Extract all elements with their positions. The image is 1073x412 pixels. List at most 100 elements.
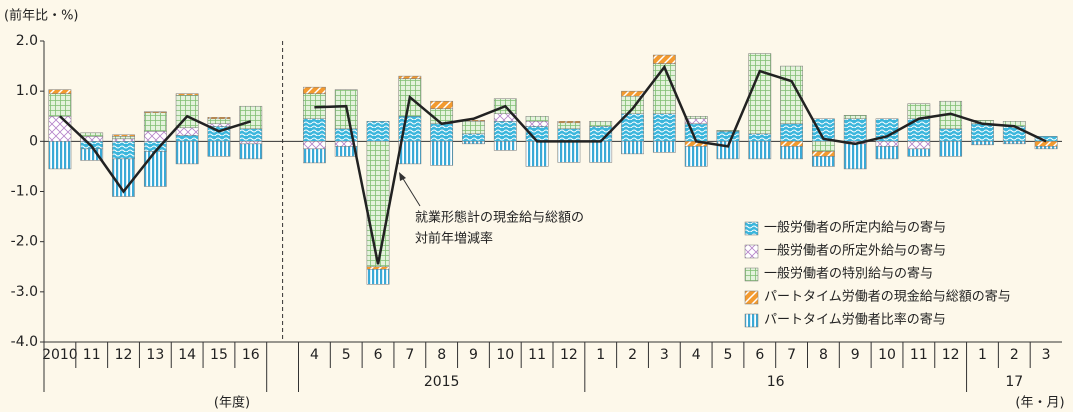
bar-segment (684, 116, 708, 120)
bar-segment (175, 93, 199, 96)
x-tick-label: 6 (374, 347, 383, 363)
x-tick-label: 12 (115, 347, 133, 363)
x-tick-label: 14 (178, 347, 196, 363)
x-tick-label: 2010 (42, 347, 78, 363)
x-tick-label: 12 (560, 347, 578, 363)
legend-swatch (744, 244, 759, 259)
y-tick-label: -3.0 (11, 284, 38, 300)
x-tick-label: 10 (878, 347, 896, 363)
y-tick-label: -4.0 (11, 334, 38, 350)
bar-segment (143, 112, 167, 132)
bar-segment (748, 53, 772, 135)
bar-segment (430, 100, 454, 109)
bar-segment (334, 146, 358, 157)
x-tick-label: 4 (692, 347, 701, 363)
bar-segment (239, 128, 263, 142)
bar-segment (716, 130, 740, 132)
bar-segment (303, 86, 326, 94)
x-tick-label: 1 (978, 347, 987, 363)
annotation-arrow (401, 176, 421, 207)
bar-segment (557, 121, 581, 124)
bar-segment (684, 146, 708, 167)
legend-label: 一般労働者の所定外給与の寄与 (764, 243, 946, 259)
bar-segment (875, 146, 899, 160)
bar-segment (907, 141, 931, 150)
bar-segment (1002, 141, 1026, 145)
bar-segment (112, 134, 135, 137)
x-group-label: 17 (1005, 374, 1023, 390)
bar-segment (366, 141, 390, 267)
bar-segment (939, 141, 963, 157)
x-tick-label: 7 (405, 347, 414, 363)
bar-segment (207, 141, 231, 157)
y-axis-label: (前年比・%) (4, 8, 79, 24)
bar-segment (812, 156, 835, 167)
x-tick-label: 3 (1042, 347, 1051, 363)
bar-segment (207, 118, 231, 125)
bar-segment (493, 141, 517, 151)
legend-label: 一般労働者の特別給与の寄与 (764, 266, 933, 282)
legend-swatch (744, 290, 759, 305)
bar-segment (812, 141, 835, 152)
bar-segment (207, 117, 231, 120)
bar-segment (239, 143, 263, 160)
bar-segment (780, 123, 803, 142)
legend-label: パートタイム労働者の現金給与総額の寄与 (764, 289, 1011, 305)
bar-segment (525, 121, 549, 127)
y-tick-label: 0 (29, 133, 38, 149)
bar-segment (525, 141, 549, 167)
bar-segment (843, 114, 867, 120)
bar-segment (875, 141, 899, 147)
bar-segment (621, 141, 644, 155)
bar-segment (939, 128, 963, 142)
bar-segment (366, 266, 390, 270)
x-unit-monthly: (年・月) (1015, 396, 1064, 411)
x-tick-label: 3 (660, 347, 669, 363)
bar-segment (907, 148, 931, 157)
bar-segment (48, 89, 72, 94)
bar-segment (112, 141, 135, 160)
bar-segment (112, 138, 135, 142)
bar-segment (843, 143, 867, 170)
x-tick-label: 5 (724, 347, 733, 363)
bar-segment (971, 123, 994, 142)
bar-segment (80, 132, 104, 137)
bar-segment (303, 141, 326, 150)
legend-swatch (744, 313, 759, 328)
x-tick-label: 8 (819, 347, 828, 363)
bar-segment (812, 151, 835, 157)
bar-segment (1034, 146, 1058, 150)
x-tick-label: 5 (342, 347, 351, 363)
annotation: 対前年増減率 (415, 231, 493, 247)
annotation: 就業形態計の現金給与総額の (415, 210, 584, 226)
annotation-arrowhead (399, 172, 406, 181)
x-tick-label: 2 (628, 347, 637, 363)
bar-segment (589, 121, 613, 127)
bar-segment (175, 135, 199, 142)
line (314, 64, 1047, 265)
x-tick-label: 16 (242, 347, 260, 363)
x-unit-annual: (年度) (214, 395, 250, 411)
line (59, 114, 252, 194)
bar-segment (303, 148, 326, 164)
bar-segment (462, 121, 485, 135)
x-tick-label: 6 (755, 347, 764, 363)
x-tick-label: 4 (310, 347, 319, 363)
bar-segment (557, 141, 581, 163)
y-tick-label: -2.0 (11, 234, 38, 250)
bar-segment (1002, 126, 1026, 142)
legend-label: 一般労働者の所定内給与の寄与 (764, 220, 946, 236)
bar-segment (716, 131, 740, 142)
bar-segment (525, 116, 549, 122)
x-group-label: 2015 (424, 374, 460, 390)
x-tick-label: 11 (83, 347, 101, 363)
bar-segment (621, 90, 644, 97)
bar-segment (430, 123, 454, 142)
bar-segment (366, 121, 390, 142)
bar-segment (239, 141, 263, 145)
bar-segment (557, 128, 581, 142)
x-tick-label: 7 (787, 347, 796, 363)
x-group-label: 16 (767, 374, 785, 390)
